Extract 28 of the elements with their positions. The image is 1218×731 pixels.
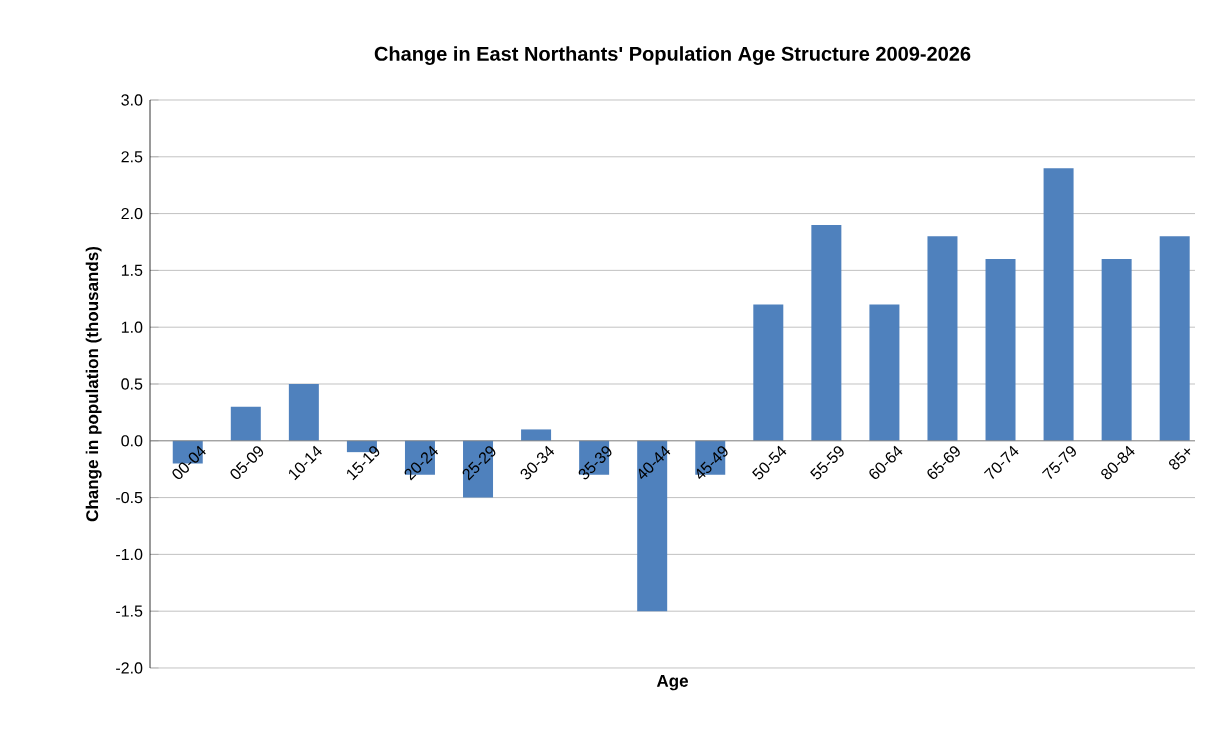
x-axis-title: Age	[656, 675, 688, 691]
y-axis-title: Change in population (thousands)	[85, 246, 102, 522]
y-tick-label: 1.0	[121, 321, 143, 333]
bar	[1043, 168, 1074, 441]
bar	[521, 429, 552, 441]
y-tick-label: -0.5	[116, 491, 143, 504]
y-tick-label: 1.5	[121, 264, 143, 276]
bar	[288, 383, 319, 441]
bar	[985, 259, 1016, 441]
y-tick-label: 2.0	[121, 207, 143, 220]
y-tick-label: 2.5	[121, 151, 143, 163]
y-tick-label: -1.0	[116, 548, 143, 561]
y-tick-label: -2.0	[116, 662, 143, 674]
bar	[753, 304, 784, 441]
bar	[1101, 259, 1132, 441]
chart-title: Change in East Northants' Population Age Structure 2009-2026	[374, 46, 971, 65]
bar	[811, 224, 842, 441]
y-tick-label: 3.0	[121, 94, 143, 106]
bar	[637, 440, 668, 612]
bar	[869, 304, 900, 441]
y-tick-label: 0.0	[121, 435, 143, 447]
bar	[927, 236, 958, 441]
bar	[463, 440, 494, 498]
bar	[230, 406, 261, 441]
x-tick-label: 85+	[1169, 448, 1191, 470]
y-tick-label: -1.5	[116, 605, 143, 617]
bar	[1159, 236, 1190, 441]
y-tick-label: 0.5	[121, 378, 143, 390]
